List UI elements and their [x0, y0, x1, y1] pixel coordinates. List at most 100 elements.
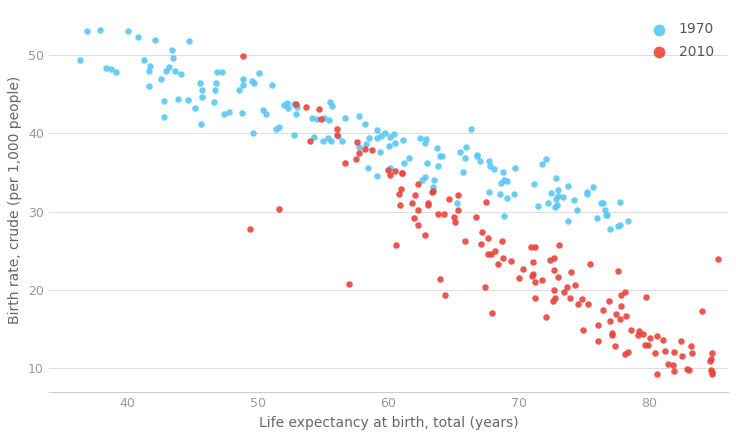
1970 — [291, 104, 303, 111]
2010 — [615, 292, 627, 299]
1970 — [614, 222, 626, 229]
1970 — [281, 100, 293, 107]
2010 — [558, 288, 570, 295]
1970 — [158, 97, 170, 104]
1970 — [372, 172, 383, 179]
1970 — [581, 188, 593, 195]
1970 — [189, 105, 201, 112]
1970 — [82, 27, 93, 34]
2010 — [339, 160, 351, 167]
2010 — [434, 276, 446, 283]
X-axis label: Life expectancy at birth, total (years): Life expectancy at birth, total (years) — [259, 416, 518, 430]
2010 — [475, 240, 487, 247]
1970 — [144, 63, 156, 70]
1970 — [388, 131, 400, 138]
2010 — [331, 131, 343, 138]
1970 — [100, 65, 112, 72]
2010 — [290, 101, 302, 108]
2010 — [597, 306, 609, 313]
1970 — [289, 101, 300, 108]
1970 — [599, 206, 611, 213]
2010 — [683, 366, 695, 373]
1970 — [604, 226, 616, 233]
2010 — [548, 295, 560, 302]
2010 — [479, 284, 491, 291]
1970 — [194, 80, 206, 87]
1970 — [419, 173, 431, 180]
1970 — [421, 160, 433, 167]
1970 — [500, 194, 512, 201]
2010 — [609, 343, 621, 350]
1970 — [595, 199, 606, 206]
2010 — [584, 261, 595, 268]
2010 — [300, 103, 312, 110]
2010 — [625, 327, 637, 334]
1970 — [562, 218, 574, 225]
2010 — [612, 267, 623, 274]
1970 — [358, 120, 370, 127]
1970 — [257, 106, 269, 113]
1970 — [383, 164, 395, 171]
2010 — [406, 199, 418, 206]
1970 — [474, 158, 486, 165]
2010 — [581, 300, 593, 307]
1970 — [325, 138, 337, 145]
2010 — [443, 195, 455, 202]
Legend: 1970, 2010: 1970, 2010 — [638, 15, 721, 66]
1970 — [166, 46, 178, 53]
1970 — [612, 222, 623, 229]
1970 — [552, 193, 564, 200]
1970 — [238, 81, 250, 88]
1970 — [552, 186, 564, 193]
2010 — [592, 321, 604, 328]
1970 — [458, 168, 470, 175]
1970 — [537, 161, 548, 168]
2010 — [667, 362, 679, 369]
1970 — [270, 125, 282, 132]
2010 — [420, 232, 431, 239]
1970 — [308, 133, 319, 140]
2010 — [565, 268, 577, 275]
1970 — [211, 69, 223, 76]
1970 — [500, 177, 512, 184]
2010 — [384, 171, 396, 178]
2010 — [427, 187, 439, 194]
2010 — [476, 229, 488, 236]
1970 — [550, 174, 562, 181]
1970 — [339, 114, 351, 121]
1970 — [550, 204, 562, 211]
2010 — [313, 106, 325, 113]
2010 — [237, 53, 249, 60]
1970 — [532, 202, 544, 209]
2010 — [639, 341, 651, 348]
1970 — [436, 153, 448, 160]
2010 — [449, 219, 461, 226]
1970 — [132, 34, 144, 41]
2010 — [705, 366, 717, 373]
2010 — [353, 149, 365, 156]
2010 — [527, 270, 539, 277]
1970 — [322, 135, 333, 142]
1970 — [397, 136, 409, 143]
1970 — [194, 120, 206, 127]
2010 — [537, 276, 548, 283]
2010 — [422, 199, 434, 206]
2010 — [632, 331, 644, 338]
2010 — [707, 371, 718, 378]
1970 — [333, 132, 344, 139]
1970 — [163, 64, 174, 71]
2010 — [668, 368, 679, 375]
2010 — [529, 295, 541, 302]
1970 — [362, 165, 374, 172]
1970 — [364, 134, 375, 141]
2010 — [651, 333, 663, 340]
1970 — [459, 155, 470, 162]
1970 — [509, 164, 521, 171]
1970 — [601, 212, 613, 219]
1970 — [375, 132, 386, 139]
1970 — [498, 168, 509, 175]
2010 — [544, 257, 556, 264]
2010 — [273, 205, 285, 212]
2010 — [619, 350, 631, 357]
1970 — [471, 152, 483, 159]
